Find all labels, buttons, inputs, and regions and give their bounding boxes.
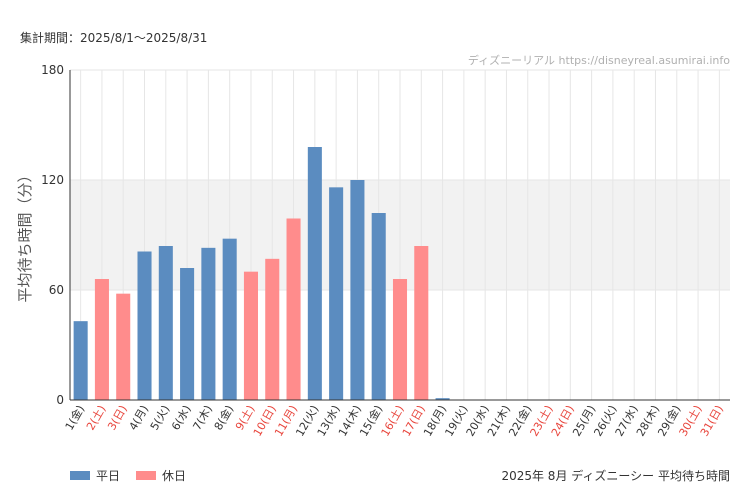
legend: 平日 休日 <box>70 467 202 484</box>
legend-item-holiday: 休日 <box>136 467 186 484</box>
x-tick-label: 7(木) <box>190 403 215 433</box>
legend-item-weekday: 平日 <box>70 467 120 484</box>
x-tick-label: 3(日) <box>105 403 130 433</box>
y-axis-label: 平均待ち時間（分） <box>16 167 34 302</box>
bar <box>222 238 237 400</box>
bar <box>94 279 109 400</box>
bar <box>329 187 344 400</box>
x-tick-label: 2(土) <box>84 403 109 433</box>
bar <box>116 293 131 400</box>
bar <box>307 147 322 400</box>
bar <box>180 268 195 400</box>
y-tick-label: 60 <box>49 283 64 297</box>
chart-caption: 2025年 8月 ディズニーシー 平均待ち時間 <box>501 469 730 483</box>
bar <box>350 180 365 400</box>
period-label: 集計期間：2025/8/1〜2025/8/31 <box>20 31 208 45</box>
bar <box>243 271 258 400</box>
y-tick-label: 0 <box>56 393 64 407</box>
bar <box>265 258 280 400</box>
x-tick-label: 4(月) <box>127 403 152 433</box>
bar <box>73 321 88 400</box>
legend-label-holiday: 休日 <box>162 469 187 483</box>
bar <box>201 247 216 400</box>
legend-swatch-weekday <box>70 471 90 480</box>
legend-label-weekday: 平日 <box>96 469 121 483</box>
bar <box>371 213 386 400</box>
y-tick-label: 180 <box>41 63 64 77</box>
x-tick-label: 6(水) <box>169 403 194 433</box>
x-tick-label: 5(火) <box>148 403 173 433</box>
x-tick-label: 8(金) <box>211 403 236 433</box>
bar <box>435 398 450 400</box>
bar <box>137 251 152 400</box>
x-tick-label: 1(金) <box>62 403 87 433</box>
bar <box>392 279 408 400</box>
bar <box>414 246 429 400</box>
y-tick-label: 120 <box>41 173 64 187</box>
watermark: ディズニーリアル https://disneyreal.asumirai.inf… <box>467 54 730 67</box>
bar <box>158 246 173 400</box>
legend-swatch-holiday <box>136 471 157 480</box>
bar <box>286 218 301 400</box>
